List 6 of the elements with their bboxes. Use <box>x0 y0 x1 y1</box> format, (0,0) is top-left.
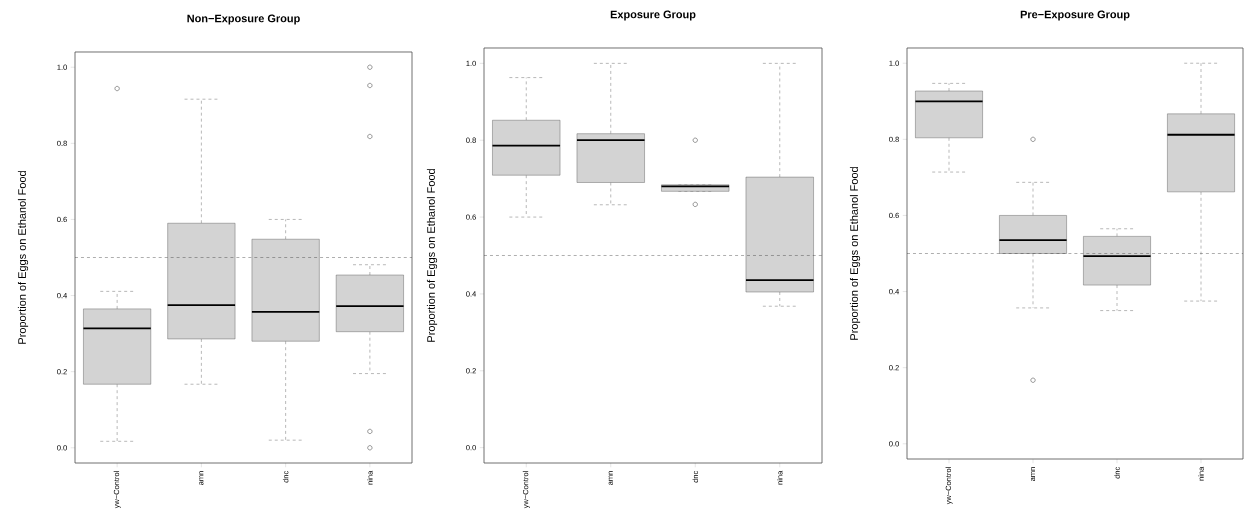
y-axis-title: Proportion of Eggs on Ethanol Food <box>17 171 29 344</box>
chart-title: Non−Exposure Group <box>187 14 300 25</box>
chart-title: Exposure Group <box>610 10 696 21</box>
chart-title: Pre−Exposure Group <box>1020 10 1130 21</box>
y-axis-title: Proportion of Eggs on Ethanol Food <box>849 167 861 340</box>
y-axis-title: Proportion of Eggs on Ethanol Food <box>426 169 438 342</box>
